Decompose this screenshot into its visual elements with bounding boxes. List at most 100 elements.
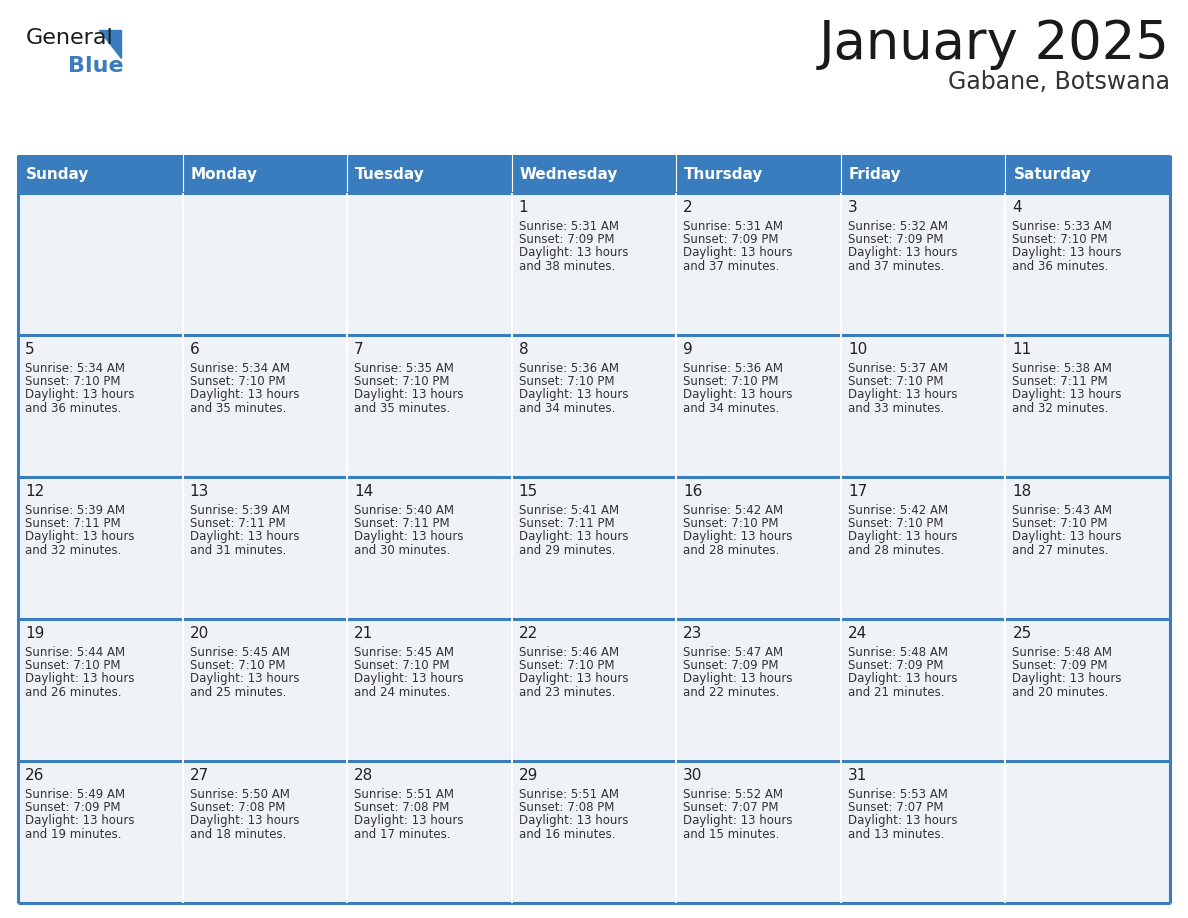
Text: Daylight: 13 hours: Daylight: 13 hours <box>683 388 792 401</box>
Bar <box>1005 477 1170 619</box>
Text: Sunset: 7:10 PM: Sunset: 7:10 PM <box>190 659 285 672</box>
Text: Wednesday: Wednesday <box>519 166 618 182</box>
Text: Daylight: 13 hours: Daylight: 13 hours <box>190 531 299 543</box>
Bar <box>18 761 183 903</box>
Bar <box>183 193 347 335</box>
Text: 11: 11 <box>1012 342 1031 357</box>
Text: Sunrise: 5:31 AM: Sunrise: 5:31 AM <box>519 220 619 233</box>
Text: 27: 27 <box>190 768 209 783</box>
Text: and 34 minutes.: and 34 minutes. <box>683 401 779 415</box>
Bar <box>512 761 676 903</box>
Text: Sunrise: 5:39 AM: Sunrise: 5:39 AM <box>190 504 290 517</box>
Text: and 15 minutes.: and 15 minutes. <box>683 827 779 841</box>
Text: Sunset: 7:11 PM: Sunset: 7:11 PM <box>354 517 450 531</box>
Text: 20: 20 <box>190 626 209 641</box>
Text: Sunset: 7:10 PM: Sunset: 7:10 PM <box>519 659 614 672</box>
Text: Friday: Friday <box>849 166 902 182</box>
Bar <box>183 761 347 903</box>
Bar <box>18 193 183 335</box>
Text: 23: 23 <box>683 626 702 641</box>
Text: Daylight: 13 hours: Daylight: 13 hours <box>354 531 463 543</box>
Bar <box>676 335 841 477</box>
Text: and 36 minutes.: and 36 minutes. <box>25 401 121 415</box>
Text: Monday: Monday <box>190 166 258 182</box>
Text: 28: 28 <box>354 768 373 783</box>
Text: and 27 minutes.: and 27 minutes. <box>1012 543 1108 556</box>
Bar <box>183 619 347 761</box>
Text: Daylight: 13 hours: Daylight: 13 hours <box>519 672 628 686</box>
Bar <box>512 193 676 335</box>
Text: Sunrise: 5:35 AM: Sunrise: 5:35 AM <box>354 362 454 375</box>
Text: Sunrise: 5:32 AM: Sunrise: 5:32 AM <box>848 220 948 233</box>
Text: Sunday: Sunday <box>26 166 89 182</box>
Text: Sunset: 7:07 PM: Sunset: 7:07 PM <box>683 801 779 814</box>
Bar <box>347 619 512 761</box>
Text: and 21 minutes.: and 21 minutes. <box>848 686 944 699</box>
Text: Daylight: 13 hours: Daylight: 13 hours <box>519 814 628 827</box>
Text: and 18 minutes.: and 18 minutes. <box>190 827 286 841</box>
Text: 15: 15 <box>519 484 538 499</box>
Text: Gabane, Botswana: Gabane, Botswana <box>948 70 1170 94</box>
Text: Daylight: 13 hours: Daylight: 13 hours <box>354 388 463 401</box>
Text: 12: 12 <box>25 484 44 499</box>
Text: 4: 4 <box>1012 200 1022 215</box>
Text: Tuesday: Tuesday <box>355 166 425 182</box>
Text: 5: 5 <box>25 342 34 357</box>
Text: Daylight: 13 hours: Daylight: 13 hours <box>190 388 299 401</box>
Text: Sunrise: 5:37 AM: Sunrise: 5:37 AM <box>848 362 948 375</box>
Text: Daylight: 13 hours: Daylight: 13 hours <box>25 814 134 827</box>
Text: and 37 minutes.: and 37 minutes. <box>683 260 779 273</box>
Bar <box>841 477 1005 619</box>
Text: Daylight: 13 hours: Daylight: 13 hours <box>848 531 958 543</box>
Text: and 31 minutes.: and 31 minutes. <box>190 543 286 556</box>
Text: 16: 16 <box>683 484 702 499</box>
Text: 13: 13 <box>190 484 209 499</box>
Text: and 28 minutes.: and 28 minutes. <box>848 543 944 556</box>
Bar <box>512 619 676 761</box>
Text: Thursday: Thursday <box>684 166 764 182</box>
Bar <box>841 761 1005 903</box>
Text: 19: 19 <box>25 626 44 641</box>
Text: and 26 minutes.: and 26 minutes. <box>25 686 121 699</box>
Text: Sunrise: 5:45 AM: Sunrise: 5:45 AM <box>354 646 454 659</box>
Text: 2: 2 <box>683 200 693 215</box>
Text: Daylight: 13 hours: Daylight: 13 hours <box>25 672 134 686</box>
Text: Sunrise: 5:34 AM: Sunrise: 5:34 AM <box>25 362 125 375</box>
Text: Sunset: 7:09 PM: Sunset: 7:09 PM <box>848 659 943 672</box>
Text: Daylight: 13 hours: Daylight: 13 hours <box>354 672 463 686</box>
Text: 25: 25 <box>1012 626 1031 641</box>
Text: and 20 minutes.: and 20 minutes. <box>1012 686 1108 699</box>
Bar <box>676 155 841 193</box>
Bar <box>841 335 1005 477</box>
Text: 10: 10 <box>848 342 867 357</box>
Text: Daylight: 13 hours: Daylight: 13 hours <box>1012 531 1121 543</box>
Bar <box>183 155 347 193</box>
Text: and 33 minutes.: and 33 minutes. <box>848 401 944 415</box>
Text: Sunset: 7:10 PM: Sunset: 7:10 PM <box>354 659 449 672</box>
Text: and 36 minutes.: and 36 minutes. <box>1012 260 1108 273</box>
Text: Sunset: 7:10 PM: Sunset: 7:10 PM <box>848 517 943 531</box>
Text: Sunrise: 5:51 AM: Sunrise: 5:51 AM <box>519 788 619 801</box>
Text: Sunrise: 5:46 AM: Sunrise: 5:46 AM <box>519 646 619 659</box>
Text: 14: 14 <box>354 484 373 499</box>
Text: and 37 minutes.: and 37 minutes. <box>848 260 944 273</box>
Bar <box>1005 761 1170 903</box>
Bar <box>347 155 512 193</box>
Bar <box>841 193 1005 335</box>
Text: Sunset: 7:09 PM: Sunset: 7:09 PM <box>25 801 120 814</box>
Text: Sunset: 7:11 PM: Sunset: 7:11 PM <box>25 517 121 531</box>
Bar <box>1005 155 1170 193</box>
Bar <box>512 335 676 477</box>
Text: Sunrise: 5:48 AM: Sunrise: 5:48 AM <box>1012 646 1112 659</box>
Text: Daylight: 13 hours: Daylight: 13 hours <box>519 531 628 543</box>
Text: Sunrise: 5:38 AM: Sunrise: 5:38 AM <box>1012 362 1112 375</box>
Text: and 19 minutes.: and 19 minutes. <box>25 827 121 841</box>
Text: 3: 3 <box>848 200 858 215</box>
Bar <box>676 477 841 619</box>
Polygon shape <box>99 30 121 58</box>
Text: Sunrise: 5:41 AM: Sunrise: 5:41 AM <box>519 504 619 517</box>
Bar <box>676 193 841 335</box>
Text: and 29 minutes.: and 29 minutes. <box>519 543 615 556</box>
Text: Sunrise: 5:51 AM: Sunrise: 5:51 AM <box>354 788 454 801</box>
Text: Sunset: 7:07 PM: Sunset: 7:07 PM <box>848 801 943 814</box>
